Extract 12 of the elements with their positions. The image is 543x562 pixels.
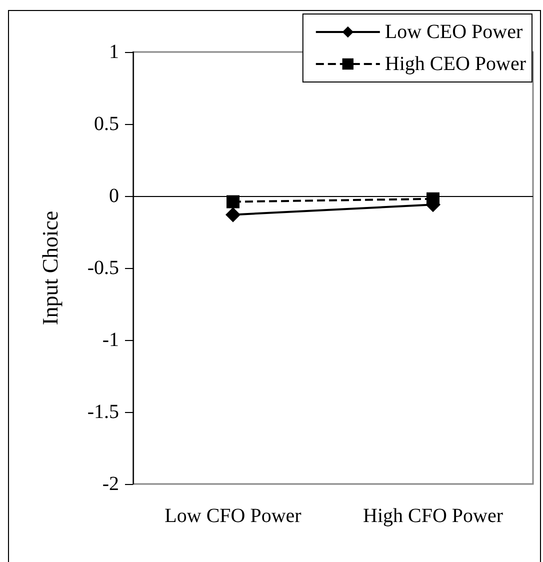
- x-tick-label: High CFO Power: [362, 505, 504, 527]
- y-tick-label: 1: [109, 41, 119, 63]
- y-tick-label: 0.5: [94, 113, 119, 135]
- legend-label: High CEO Power: [384, 53, 526, 75]
- y-tick-label: -2: [102, 473, 119, 495]
- x-tick-label: Low CFO Power: [164, 505, 302, 527]
- y-tick-label: -1.5: [87, 401, 119, 423]
- y-axis-title: Input Choice: [38, 210, 62, 326]
- y-tick-label: -1: [102, 329, 119, 351]
- y-tick-label: 0: [109, 185, 119, 207]
- y-tick-label: -0.5: [87, 257, 119, 279]
- legend-label: Low CEO Power: [384, 21, 523, 43]
